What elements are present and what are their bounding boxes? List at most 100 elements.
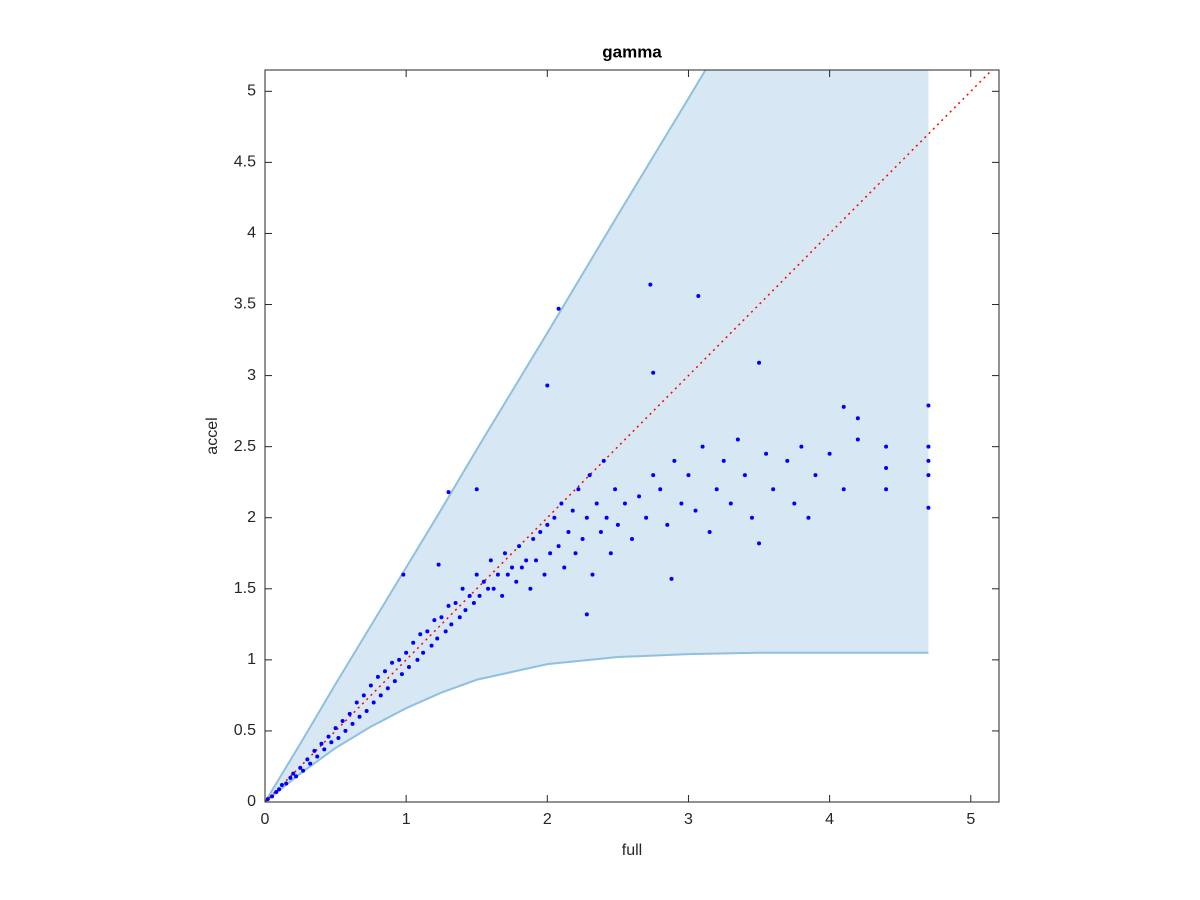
point — [371, 700, 376, 705]
point — [436, 562, 441, 567]
point — [587, 473, 592, 478]
point — [315, 754, 320, 759]
point — [364, 709, 369, 714]
point — [651, 370, 656, 375]
point — [467, 593, 472, 598]
point — [576, 487, 581, 492]
point — [439, 615, 444, 620]
point — [771, 487, 776, 492]
point — [270, 794, 275, 799]
point — [644, 515, 649, 520]
point — [435, 636, 440, 641]
point — [556, 306, 561, 311]
point — [648, 282, 653, 287]
point — [361, 693, 366, 698]
point — [926, 473, 931, 478]
point — [510, 565, 515, 570]
point — [274, 790, 279, 795]
y-tick-label: 0 — [247, 793, 256, 810]
point — [457, 615, 462, 620]
point — [613, 487, 618, 492]
point — [573, 551, 578, 556]
point — [488, 558, 493, 563]
point — [354, 700, 359, 705]
point — [548, 551, 553, 556]
point — [368, 683, 373, 688]
point — [449, 622, 454, 627]
y-tick-label: 1 — [247, 651, 256, 668]
x-tick-label: 2 — [543, 811, 552, 828]
point — [545, 522, 550, 527]
point — [333, 726, 338, 731]
point — [658, 487, 663, 492]
point — [651, 473, 656, 478]
point — [799, 444, 804, 449]
point — [378, 693, 383, 698]
point — [841, 404, 846, 409]
y-tick-label: 4.5 — [234, 154, 256, 171]
point — [477, 593, 482, 598]
point — [693, 508, 698, 513]
point — [604, 515, 609, 520]
point — [735, 437, 740, 442]
point — [390, 660, 395, 665]
point — [764, 451, 769, 456]
point — [329, 740, 334, 745]
point — [792, 501, 797, 506]
point — [519, 565, 524, 570]
point — [411, 640, 416, 645]
point — [714, 487, 719, 492]
x-tick-label: 4 — [825, 811, 834, 828]
point — [505, 572, 510, 577]
point — [622, 501, 627, 506]
point — [700, 444, 705, 449]
point — [406, 664, 411, 669]
y-tick-label: 4 — [247, 225, 256, 242]
point — [397, 657, 402, 662]
point — [288, 775, 293, 780]
point — [404, 650, 409, 655]
point — [742, 473, 747, 478]
point — [500, 593, 505, 598]
point — [350, 721, 355, 726]
point — [686, 473, 691, 478]
point — [418, 632, 423, 637]
point — [471, 601, 476, 606]
x-tick-label: 3 — [684, 811, 693, 828]
point — [806, 515, 811, 520]
point — [665, 522, 670, 527]
point — [926, 444, 931, 449]
point — [615, 522, 620, 527]
y-tick-label: 2.5 — [234, 438, 256, 455]
point — [707, 529, 712, 534]
point — [669, 576, 674, 581]
point — [517, 544, 522, 549]
point — [474, 572, 479, 577]
point — [385, 686, 390, 691]
y-tick-label: 2 — [247, 509, 256, 526]
point — [757, 541, 762, 546]
point — [291, 771, 296, 776]
point — [308, 761, 313, 766]
point — [728, 501, 733, 506]
point — [319, 741, 324, 746]
point — [382, 669, 387, 674]
point — [531, 537, 536, 542]
point — [277, 787, 282, 792]
band-area — [265, 70, 929, 802]
point — [570, 508, 575, 513]
point — [312, 748, 317, 753]
point — [298, 765, 303, 770]
point — [584, 612, 589, 617]
point — [841, 487, 846, 492]
point — [429, 643, 434, 648]
point — [884, 487, 889, 492]
point — [926, 403, 931, 408]
point — [556, 544, 561, 549]
point — [590, 572, 595, 577]
point — [542, 572, 547, 577]
y-tick-label: 3.5 — [234, 296, 256, 313]
point — [305, 757, 310, 762]
point — [453, 601, 458, 606]
